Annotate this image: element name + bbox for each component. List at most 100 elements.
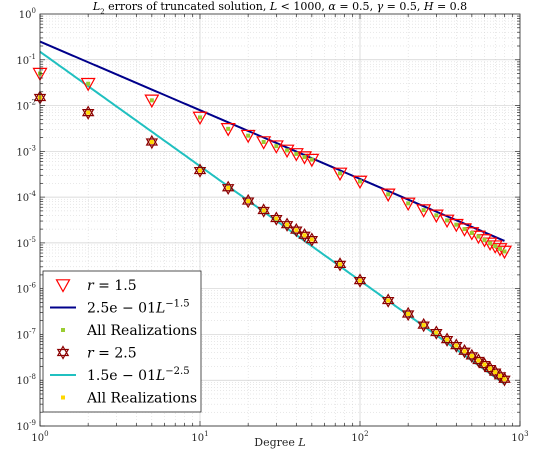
x-tick-label-base: 10 [191, 433, 204, 444]
series-0-point [304, 153, 320, 168]
legend-label-3: r = 2.5 [87, 346, 137, 362]
grid [39, 14, 520, 427]
y-tick-label-base: 10 [16, 147, 29, 158]
y-tick-label-base: 10 [16, 56, 29, 67]
x-tick-label: 101 [191, 430, 208, 444]
series-3-point [280, 217, 294, 232]
legend-label-2: All Realizations [86, 323, 197, 339]
series-2-dot [198, 115, 202, 120]
y-tick-label: 10-1 [16, 53, 36, 67]
y-tick-label-base: 10 [16, 193, 29, 204]
y-tick-label: 10-2 [16, 99, 36, 113]
series-0-point [240, 129, 256, 144]
x-axis-label: Degree L [254, 436, 305, 449]
series-0-point [144, 94, 160, 109]
series-2-dot [149, 98, 154, 103]
series-3-point [333, 257, 347, 272]
series-2-dot [274, 144, 279, 149]
legend-dot-5 [61, 395, 65, 400]
series-5-dot [488, 366, 493, 371]
series-0-point [220, 123, 236, 137]
legend-label-0: r = 1.5 [87, 278, 137, 294]
y-tick-label-base: 10 [16, 330, 29, 341]
series-0-point [428, 209, 444, 224]
legend-label-exp: −2.5 [165, 366, 189, 377]
y-tick-label: 10-7 [16, 327, 36, 341]
series-5-dot [469, 353, 474, 358]
series-5-dot [502, 377, 507, 382]
y-tick-label: 10-8 [16, 373, 36, 387]
y-tick-label-exp: -8 [29, 373, 36, 381]
legend-marker-3 [56, 345, 70, 360]
series-2-dot [86, 81, 91, 86]
x-axis-label-sym: L [297, 436, 305, 449]
x-tick-label-exp: 1 [204, 430, 208, 438]
x-tick-label-base: 10 [511, 433, 524, 444]
series-5-dot [261, 208, 266, 213]
series-2-dot [476, 234, 481, 239]
x-tick-label: 100 [31, 430, 48, 444]
series-3-point [440, 332, 454, 347]
legend-label-4: 1.5e − 01L−2.5 [87, 366, 190, 384]
legend-label-5: All Realizations [86, 391, 197, 407]
series-2-dot [285, 148, 290, 153]
series-0-point [496, 245, 513, 260]
legend-label-sym: r [87, 278, 95, 294]
title-param-3-sym: H [423, 0, 434, 13]
legend-label-1: 2.5e − 01L−1.5 [87, 299, 190, 317]
y-tick-label: 10-5 [16, 236, 36, 250]
series-5-dot [406, 311, 411, 316]
y-tick-label-exp: -6 [29, 282, 36, 290]
series-2-dot [226, 126, 231, 131]
y-tick-label-exp: 0 [32, 7, 36, 15]
title-param-1-op: = [336, 0, 352, 13]
series-5-dot [421, 323, 426, 328]
series-5-dot [86, 110, 91, 115]
series-2-dot [502, 249, 507, 254]
series-5-dot [338, 262, 343, 267]
legend-label-text: All Realizations [86, 323, 197, 339]
legend-box [42, 270, 202, 413]
y-tick-label-base: 10 [16, 422, 29, 433]
y-tick-label-exp: -9 [29, 419, 36, 427]
series-2-dot [309, 157, 314, 162]
series-5-dot [462, 349, 467, 354]
chart-title: L2 errors of truncated solution, L < 100… [92, 0, 467, 16]
series-3-point [305, 232, 319, 247]
legend-label-op: = [94, 278, 115, 294]
series-0-point [380, 188, 396, 203]
series-5-dot [302, 233, 307, 238]
title-param-2-sym: γ [377, 0, 384, 13]
series-2-dot [454, 222, 459, 227]
y-tick-label: 10-9 [16, 419, 36, 433]
legend-label-op: = [94, 346, 115, 362]
legend-label-val: 2.5 [114, 346, 136, 362]
series-3-point [81, 105, 95, 120]
x-tick-label-base: 10 [31, 433, 44, 444]
series-2-dot [261, 139, 266, 144]
axis-ticks: 100 101 102 10310010-110-210-310-410-510-61… [16, 7, 528, 444]
series-5-dot [358, 278, 362, 283]
series-5-dot [434, 330, 439, 335]
series-3-point [221, 180, 235, 195]
series-5-dot [493, 370, 498, 375]
series-2-dot [386, 192, 391, 197]
series-0-point [80, 77, 96, 92]
y-tick-label: 100 [19, 7, 36, 21]
series-3-point [381, 293, 395, 308]
series-3-point [145, 134, 159, 150]
series-0-point [268, 140, 284, 154]
series-2-dot [469, 230, 474, 235]
y-tick-label-exp: -3 [29, 144, 36, 152]
series-2-dot [246, 133, 251, 138]
series-3-point [193, 163, 207, 178]
series-3-point [401, 306, 415, 322]
series-2-dot [498, 246, 503, 251]
y-tick-label-base: 10 [16, 285, 29, 296]
title-param-3-op: = [433, 0, 449, 13]
series-5-dot [226, 185, 231, 190]
legend-dot-2 [61, 328, 65, 332]
y-tick-label: 10-6 [16, 282, 36, 296]
plot-frame [39, 13, 521, 427]
legend-label-val: 1.5 [114, 278, 136, 294]
